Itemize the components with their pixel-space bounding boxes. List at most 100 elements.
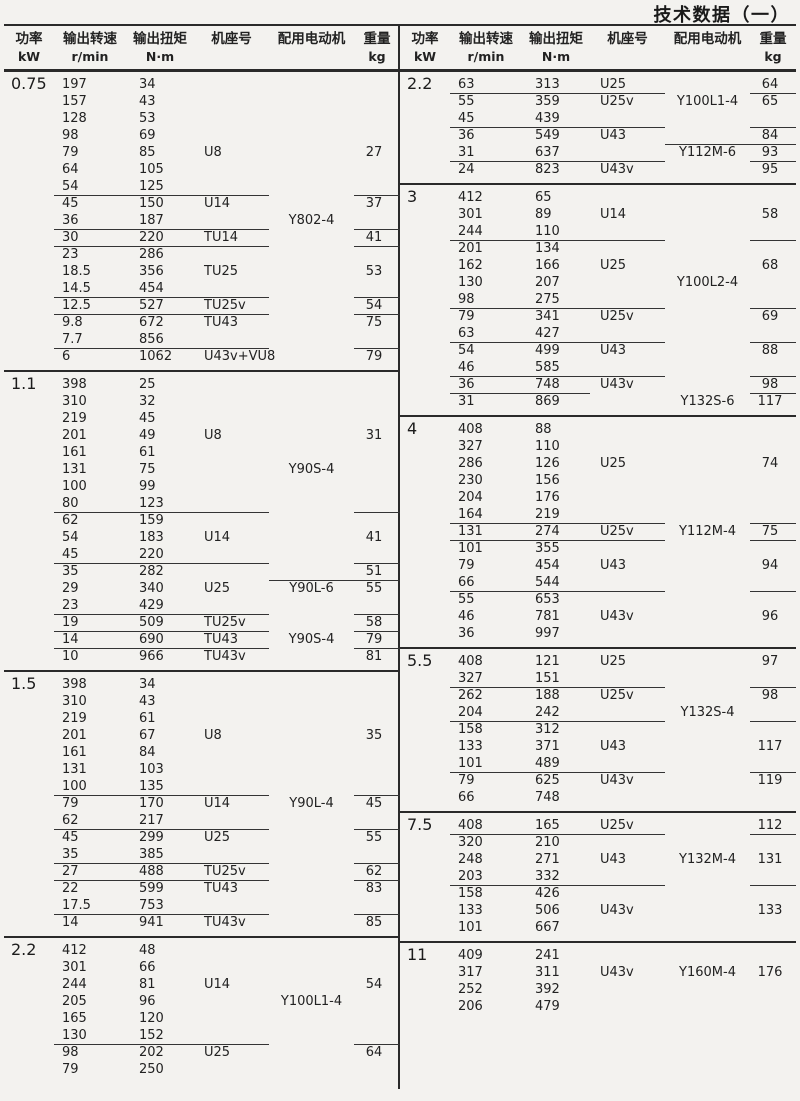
- power-spacer: [400, 704, 450, 722]
- frame-label: [194, 812, 269, 830]
- motor-label: [269, 314, 354, 331]
- power-spacer: [400, 93, 450, 110]
- table-row: 158 312: [400, 721, 796, 738]
- table-row: 23 286: [4, 246, 398, 263]
- weight-value: [750, 981, 796, 998]
- table-row: 130 152: [4, 1027, 400, 1045]
- speed-cell: 98: [62, 128, 79, 143]
- speed-cell: 98: [62, 1045, 79, 1060]
- motor-label: [269, 829, 354, 846]
- speed-cell: 412: [62, 943, 87, 958]
- speed-cell: 45: [54, 546, 126, 564]
- weight-value: [354, 512, 400, 529]
- table-row: 7.7 856: [4, 331, 400, 349]
- weight-value: 176: [757, 965, 783, 980]
- motor-label: [269, 1044, 354, 1061]
- header-frame: 机座号: [211, 31, 252, 47]
- motor-label: [269, 127, 354, 144]
- torque-cell: 88: [535, 422, 552, 437]
- weight-value: [354, 410, 400, 427]
- speed-cell: 310: [62, 394, 87, 409]
- frame-label: [194, 693, 269, 710]
- motor-label: [665, 540, 750, 557]
- frame-label: [194, 161, 269, 178]
- torque-cell: 282: [139, 564, 164, 579]
- table-row: 201 134: [400, 240, 796, 257]
- power-spacer: [4, 297, 54, 315]
- torque-cell: 311: [535, 965, 560, 980]
- frame-label: TU43: [204, 315, 238, 330]
- frame-label: [590, 981, 665, 998]
- table-row: 10 966 TU43v 81: [4, 648, 398, 665]
- power-spacer: [4, 461, 54, 478]
- motor-label: [665, 455, 750, 472]
- weight-value: [354, 127, 400, 144]
- torque-cell: 49: [139, 428, 156, 443]
- weight-value: 62: [354, 863, 400, 881]
- motor-label: [665, 919, 750, 936]
- motor-label: [269, 229, 354, 247]
- torque-cell: 499: [535, 343, 560, 358]
- motor-label: [665, 557, 750, 574]
- frame-label: [194, 778, 269, 796]
- weight-value: [354, 812, 400, 830]
- header-power: 功率 kW: [15, 31, 43, 64]
- weight-value: 98: [750, 376, 796, 394]
- weight-value: 75: [365, 315, 383, 330]
- motor-label: [665, 189, 750, 206]
- power-spacer: [4, 478, 54, 495]
- frame-label: TU25v: [194, 614, 269, 632]
- power-spacer: [4, 710, 54, 727]
- power-spacer: [400, 851, 450, 868]
- motor-label: [269, 348, 354, 365]
- torque-cell: 176: [535, 490, 560, 505]
- torque-cell: 748: [522, 376, 590, 394]
- table-row: 79 250: [4, 1061, 398, 1078]
- power-spacer: [400, 557, 450, 574]
- table-row: 64 105: [4, 161, 398, 178]
- torque-cell: 134: [535, 241, 560, 256]
- header-torque: 输出扭矩 N·m: [133, 31, 187, 64]
- frame-label: U43: [600, 343, 627, 358]
- weight-value: 58: [354, 614, 400, 632]
- frame-label: [590, 274, 665, 291]
- weight-value: 45: [365, 796, 383, 811]
- weight-value: 98: [761, 688, 779, 703]
- table-row: 62 159: [4, 512, 398, 529]
- frame-label: [590, 721, 665, 738]
- weight-value: [354, 1027, 400, 1045]
- power-spacer: [4, 914, 54, 931]
- speed-cell: 161: [62, 745, 87, 760]
- motor-label: Y132S-6: [680, 394, 735, 409]
- motor-label: [269, 1010, 354, 1027]
- frame-label: [194, 710, 269, 727]
- table-header-right: 功率 kW 输出转速 r/min 输出扭矩 N·m 机座号 配用电动机: [400, 26, 796, 69]
- speed-cell: 79: [62, 796, 79, 811]
- frame-label: [590, 834, 665, 851]
- power-spacer: [4, 597, 54, 615]
- power-spacer: [4, 280, 54, 298]
- frame-label: [194, 93, 269, 110]
- motor-label: [665, 834, 750, 851]
- torque-cell: 385: [126, 846, 194, 864]
- speed-cell: 46: [458, 609, 475, 624]
- header-power: 功率 kW: [411, 31, 439, 64]
- speed-cell: 131: [450, 523, 522, 541]
- speed-cell: 79: [62, 145, 79, 160]
- weight-value: 112: [750, 817, 796, 835]
- torque-cell: 165: [522, 817, 590, 835]
- weight-value: [354, 1010, 400, 1027]
- weight-value: [354, 331, 400, 349]
- motor-label: Y112M-6: [679, 145, 736, 160]
- power-spacer: [4, 1010, 54, 1027]
- speed-cell: 130: [54, 1027, 126, 1045]
- motor-label: [269, 778, 354, 796]
- power-spacer: [400, 738, 450, 755]
- motor-label: Y90S-4: [288, 632, 335, 647]
- speed-cell: 63: [450, 76, 522, 94]
- torque-cell: 427: [522, 325, 590, 343]
- torque-cell: 426: [535, 886, 560, 901]
- frame-label: [590, 789, 665, 806]
- power-spacer: [400, 489, 450, 506]
- speed-cell: 327: [458, 439, 483, 454]
